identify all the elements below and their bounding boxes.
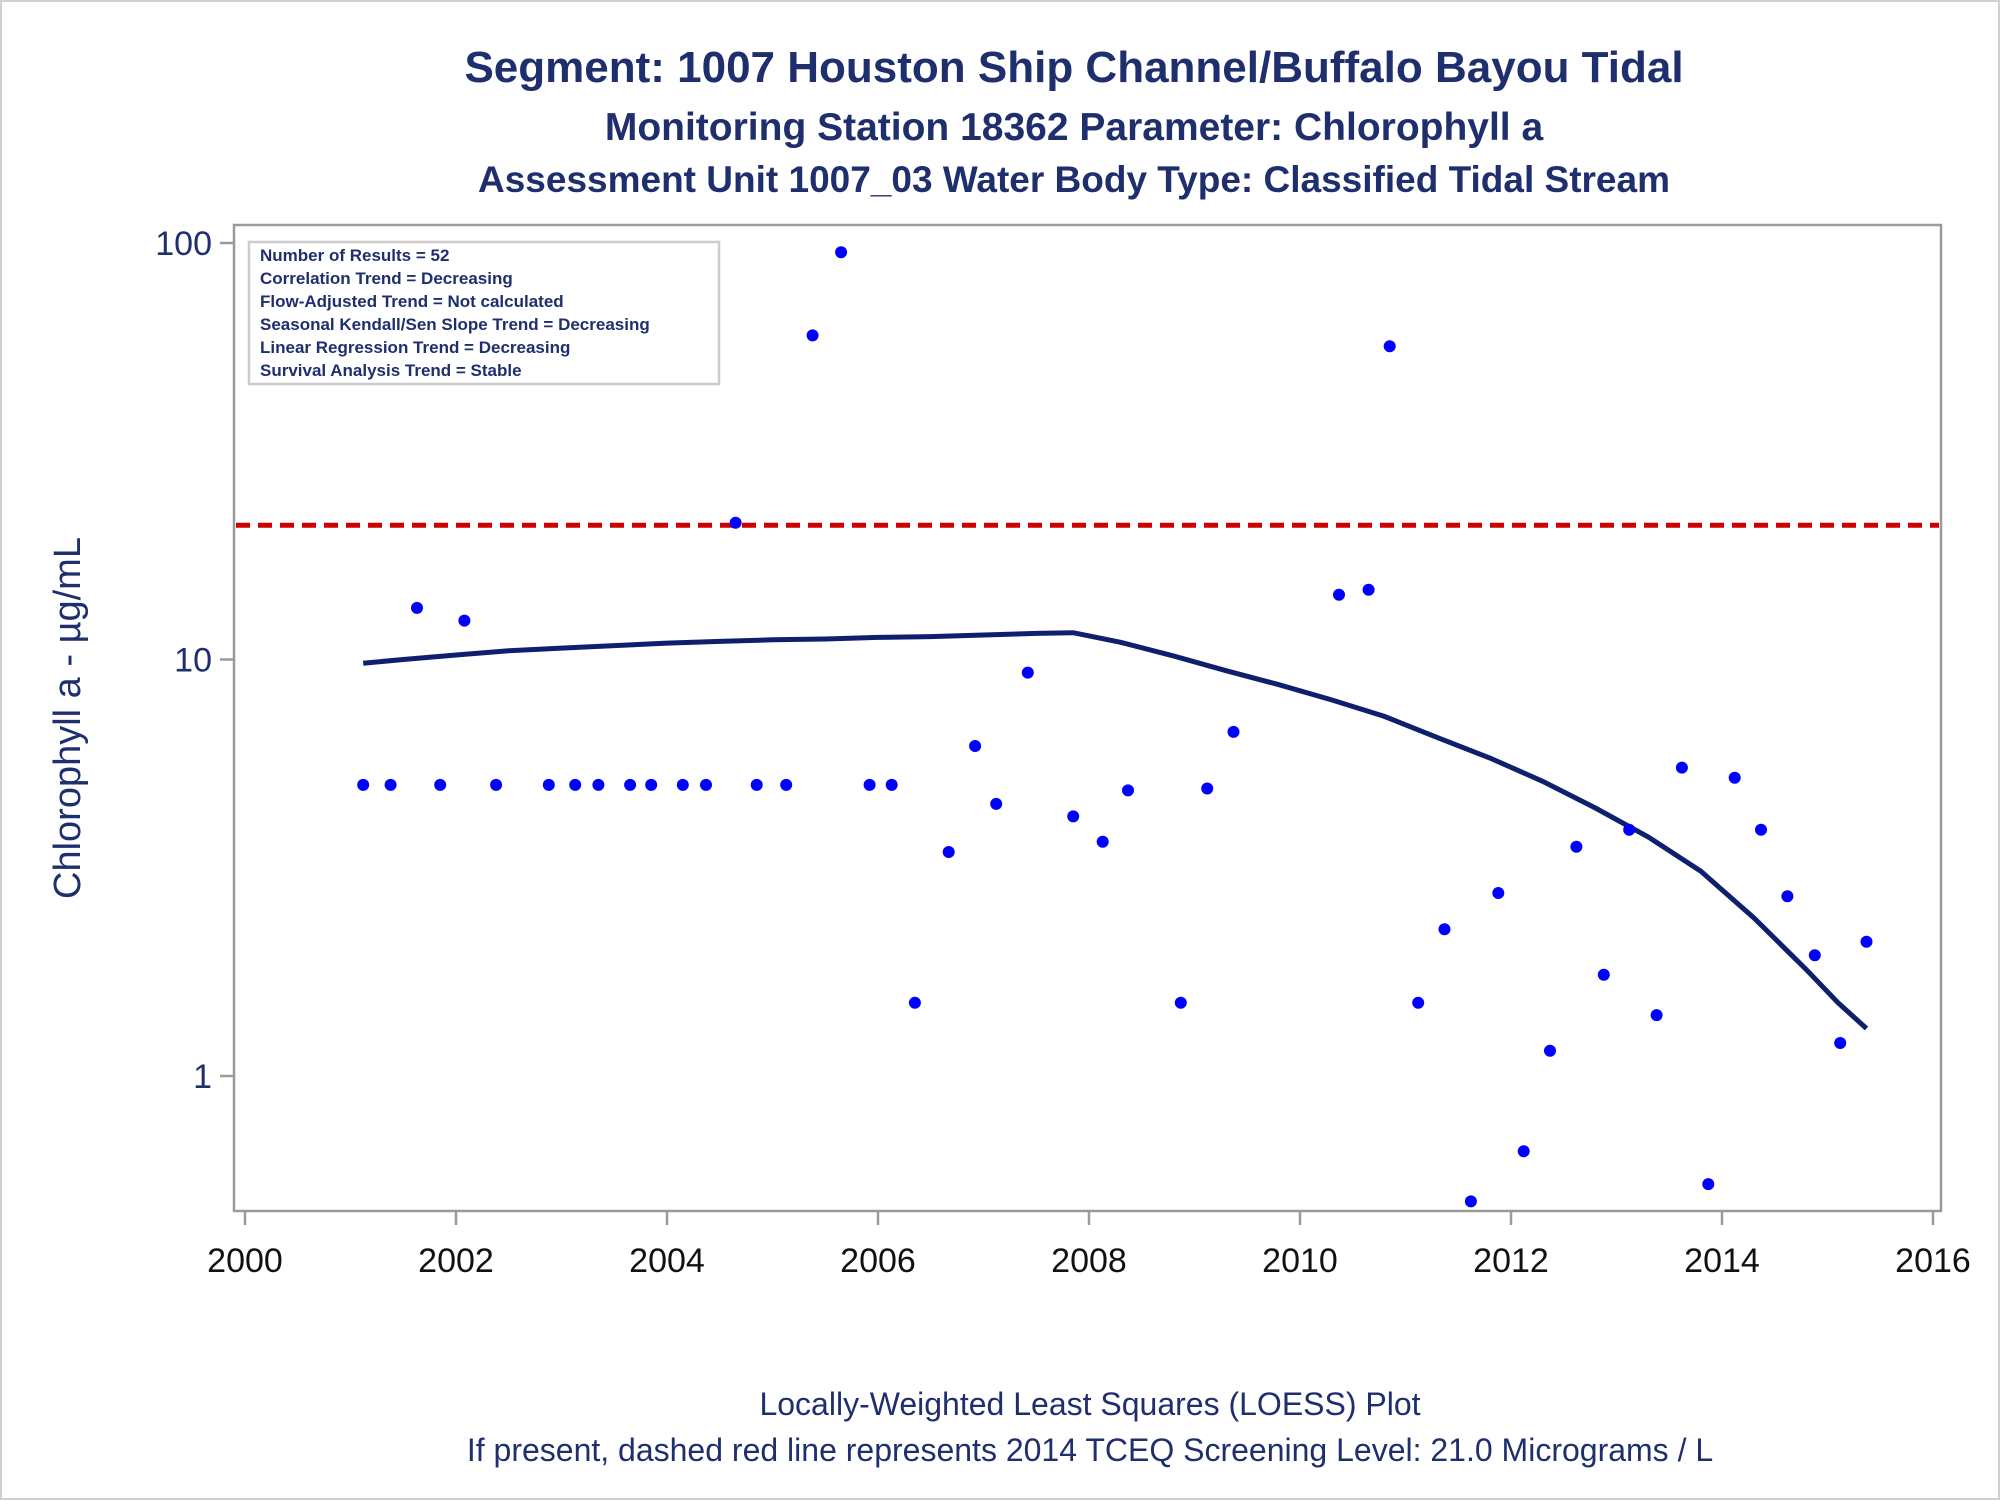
footnote-line-2: If present, dashed red line represents 2…: [467, 1432, 1713, 1468]
chart-title-line-3: Assessment Unit 1007_03 Water Body Type:…: [478, 159, 1670, 200]
stats-line-seasonal-kendall: Seasonal Kendall/Sen Slope Trend = Decre…: [260, 315, 650, 334]
data-point: [384, 778, 397, 791]
data-point: [1096, 835, 1109, 848]
data-point: [1834, 1037, 1847, 1049]
data-point: [434, 778, 447, 791]
data-point: [1808, 949, 1821, 962]
y-axis-tick-label: 10: [174, 642, 212, 680]
x-axis-tick-label: 2012: [1473, 1242, 1549, 1280]
x-axis-tick-label: 2000: [207, 1242, 283, 1280]
data-point: [1702, 1178, 1715, 1191]
data-point: [1650, 1009, 1663, 1022]
stats-line-survival-analysis: Survival Analysis Trend = Stable: [260, 361, 522, 380]
data-point: [885, 778, 898, 791]
data-point: [1755, 823, 1767, 836]
data-point: [1174, 996, 1187, 1009]
data-point: [645, 778, 658, 791]
data-point: [806, 329, 819, 342]
data-point: [1333, 588, 1345, 601]
data-point: [458, 614, 471, 627]
data-point: [624, 778, 637, 791]
data-point: [990, 797, 1003, 810]
data-point: [1464, 1195, 1477, 1208]
x-axis-tick-label: 2002: [418, 1242, 494, 1280]
data-point: [750, 778, 763, 791]
y-axis-tick-label: 1: [193, 1058, 212, 1096]
data-point: [569, 778, 582, 791]
loess-trend-line: [362, 630, 1869, 1031]
x-axis-tick-label: 2014: [1684, 1242, 1760, 1280]
data-point: [592, 778, 605, 791]
stats-box: Number of Results = 52 Correlation Trend…: [247, 240, 721, 386]
data-point: [357, 778, 370, 791]
footnote-line-1: Locally-Weighted Least Squares (LOESS) P…: [759, 1386, 1420, 1422]
plot-area: [232, 223, 1943, 1213]
data-point: [1362, 583, 1375, 596]
x-axis: 2000 2002 2004 2006 2008 2010 2012 2014 2016: [207, 1211, 1971, 1280]
data-point: [863, 778, 876, 791]
data-point: [780, 778, 793, 791]
stats-line-correlation: Correlation Trend = Decreasing: [260, 269, 513, 288]
x-axis-tick-label: 2008: [1051, 1242, 1127, 1280]
x-axis-tick-label: 2004: [629, 1242, 705, 1280]
x-axis-tick-label: 2006: [840, 1242, 916, 1280]
data-point: [1623, 823, 1636, 836]
data-point: [835, 246, 848, 259]
chart-title-line-1: Segment: 1007 Houston Ship Channel/Buffa…: [464, 43, 1683, 92]
data-point: [1781, 890, 1794, 903]
data-point: [676, 778, 689, 791]
x-axis-tick-label: 2016: [1895, 1242, 1971, 1280]
data-point: [1675, 761, 1688, 774]
data-point: [1860, 935, 1873, 948]
data-points: [357, 246, 1873, 1208]
stats-box-border: [247, 240, 721, 386]
data-point: [1597, 968, 1610, 981]
data-point: [942, 846, 955, 858]
y-axis-tick-label: 100: [155, 225, 212, 263]
data-point: [542, 778, 555, 791]
y-axis: 1 10 100: [155, 225, 234, 1096]
data-point: [1227, 725, 1240, 738]
data-point: [908, 996, 921, 1009]
data-point: [490, 778, 503, 791]
data-point: [969, 740, 982, 752]
data-point: [411, 601, 423, 614]
data-point: [1122, 784, 1134, 797]
data-point: [1570, 840, 1583, 853]
data-point: [700, 778, 712, 791]
data-point: [1201, 782, 1214, 795]
data-point: [1517, 1145, 1530, 1158]
data-point: [1544, 1044, 1556, 1057]
data-point: [1728, 771, 1741, 784]
data-point: [1383, 340, 1396, 353]
stats-line-flow-adjusted: Flow-Adjusted Trend = Not calculated: [260, 292, 564, 311]
chart-title-line-2: Monitoring Station 18362 Parameter: Chlo…: [605, 106, 1544, 149]
data-point: [1438, 923, 1451, 936]
data-point: [729, 516, 742, 529]
y-axis-label: Chlorophyll a - µg/mL: [47, 537, 89, 899]
stats-line-results: Number of Results = 52: [260, 246, 449, 265]
data-point: [1067, 810, 1080, 823]
data-point: [1492, 887, 1505, 899]
data-point: [1412, 996, 1425, 1009]
x-axis-tick-label: 2010: [1262, 1242, 1338, 1280]
stats-line-linear-regression: Linear Regression Trend = Decreasing: [260, 338, 570, 357]
data-point: [1021, 666, 1034, 679]
